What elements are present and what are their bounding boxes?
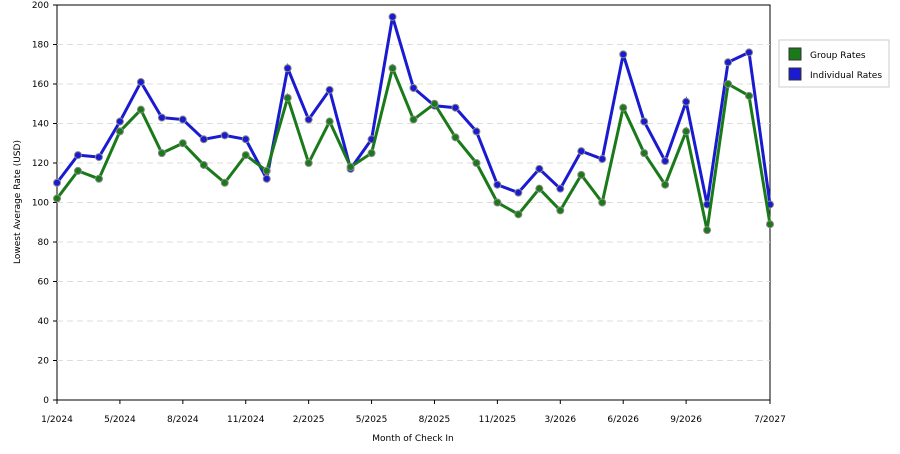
data-point — [367, 149, 376, 158]
data-point — [556, 184, 565, 193]
plot-area — [56, 4, 771, 401]
data-point — [262, 174, 271, 183]
y-tick-label: 20 — [38, 357, 50, 367]
x-tick-label: 1/2024 — [41, 415, 73, 425]
data-point — [53, 194, 61, 203]
legend-label: Individual Rates — [810, 71, 882, 81]
data-point — [577, 170, 586, 179]
y-tick-label: 60 — [38, 278, 50, 288]
x-tick-label: 8/2024 — [167, 415, 199, 425]
data-point — [598, 198, 607, 207]
data-point — [178, 139, 187, 148]
data-point — [157, 113, 166, 122]
data-point — [745, 91, 754, 100]
data-point — [53, 178, 61, 187]
data-point — [451, 133, 460, 142]
data-point — [493, 180, 502, 189]
data-point — [661, 180, 670, 189]
data-point — [640, 149, 649, 158]
data-point — [724, 58, 733, 67]
x-tick-label: 11/2025 — [479, 415, 516, 425]
data-point — [430, 99, 439, 108]
data-point — [73, 151, 82, 160]
y-tick-label: 80 — [38, 238, 50, 248]
data-point — [325, 85, 334, 94]
x-tick-label: 6/2026 — [607, 415, 639, 425]
data-point — [661, 157, 670, 166]
data-point — [514, 188, 523, 197]
data-point — [388, 64, 397, 73]
data-point — [262, 166, 271, 175]
data-point — [598, 155, 607, 164]
y-tick-label: 40 — [38, 317, 50, 327]
x-tick-label: 9/2026 — [670, 415, 702, 425]
data-point — [178, 115, 187, 124]
data-point — [682, 97, 691, 106]
data-point — [472, 127, 481, 136]
data-point — [94, 153, 103, 162]
data-point — [535, 184, 544, 193]
data-point — [325, 117, 334, 126]
y-tick-label: 160 — [32, 80, 49, 90]
y-tick-label: 0 — [43, 396, 49, 406]
data-point — [577, 147, 586, 156]
legend-swatch — [788, 47, 802, 61]
data-point — [199, 160, 208, 169]
y-tick-label: 180 — [32, 41, 49, 51]
legend-label: Group Rates — [810, 51, 866, 61]
data-point — [136, 105, 145, 114]
x-tick-label: 11/2024 — [227, 415, 265, 425]
data-point — [157, 149, 166, 158]
data-point — [493, 198, 502, 207]
x-axis-title: Month of Check In — [372, 434, 454, 444]
data-point — [220, 131, 229, 140]
data-point — [640, 117, 649, 126]
data-point — [472, 159, 481, 167]
data-point — [745, 48, 754, 57]
data-point — [304, 115, 313, 124]
y-tick-label: 120 — [32, 159, 49, 169]
data-point — [409, 115, 418, 124]
x-tick-label: 5/2024 — [104, 415, 136, 425]
x-tick-label: 3/2026 — [544, 415, 576, 425]
data-point — [346, 162, 355, 171]
y-tick-label: 200 — [32, 1, 49, 11]
data-point — [241, 151, 250, 160]
data-point — [451, 103, 460, 112]
data-point — [241, 135, 250, 144]
x-tick-label: 2/2025 — [293, 415, 325, 425]
y-tick-label: 100 — [32, 199, 49, 209]
data-point — [409, 83, 418, 92]
data-point — [283, 64, 292, 73]
data-point — [136, 78, 145, 87]
x-tick-label: 7/2027 — [754, 415, 786, 425]
data-point — [220, 178, 229, 187]
data-point — [73, 166, 82, 175]
data-point — [94, 174, 103, 183]
data-point — [682, 127, 691, 136]
data-point — [388, 12, 397, 21]
y-axis-title: Lowest Average Rate (USD) — [13, 140, 23, 264]
x-tick-label: 8/2025 — [419, 415, 451, 425]
data-point — [199, 135, 208, 144]
data-point — [283, 93, 292, 102]
data-point — [115, 127, 124, 136]
data-point — [766, 220, 774, 229]
data-point — [115, 117, 124, 126]
data-point — [535, 164, 544, 173]
data-point — [724, 80, 733, 88]
data-point — [556, 206, 565, 215]
y-tick-label: 140 — [32, 120, 49, 130]
data-point — [514, 210, 523, 219]
data-point — [304, 159, 313, 167]
x-tick-label: 5/2025 — [356, 415, 388, 425]
data-point — [703, 226, 712, 235]
data-point — [619, 50, 628, 59]
data-point — [619, 103, 628, 112]
legend-swatch — [788, 67, 802, 81]
